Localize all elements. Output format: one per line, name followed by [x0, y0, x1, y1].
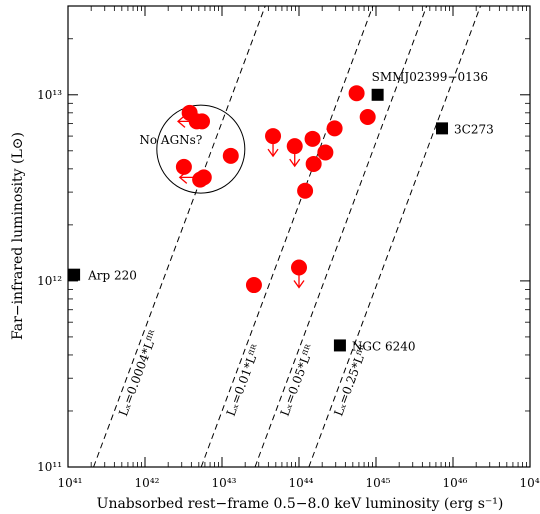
x-tick-label: 10⁴⁶	[443, 476, 468, 490]
y-tick-label: 10¹¹	[37, 460, 62, 474]
data-point	[245, 277, 262, 294]
text-labels: Lₓ=0.0004*Lᶠᴵᴿ Lₓ=0.01*Lᶠᴵᴿ Lₓ=0.05*Lᶠᴵᴿ Lₓ…	[87, 70, 494, 418]
source-label: Arp 220	[87, 269, 137, 283]
data-point	[304, 130, 321, 147]
source-label: NGC 6240	[352, 339, 416, 353]
reference-line	[308, 6, 481, 467]
data-point	[195, 169, 212, 186]
reference-line	[93, 6, 266, 467]
data-point	[348, 85, 365, 102]
data-point	[305, 155, 322, 172]
data-point	[286, 138, 303, 155]
y-axis-title: Far−infrared luminosity (L⊙)	[10, 132, 26, 340]
x-tick-label: 10⁴¹	[58, 476, 83, 490]
reference-line	[200, 6, 374, 467]
upper-limit-arrowhead	[177, 114, 186, 128]
x-tick-label: 10⁴⁵	[366, 476, 391, 490]
reference-line	[254, 6, 428, 467]
data-point	[326, 120, 343, 137]
reference-source-square	[436, 122, 449, 135]
axis-ticks: 10⁴¹ 10⁴² 10⁴³ 10⁴⁴ 10⁴⁵ 10⁴⁶ 10⁴⁷ 10¹¹ 10¹² 10¹³	[37, 5, 540, 490]
x-tick-label: 10⁴²	[135, 476, 160, 490]
y-tick-label: 10¹²	[37, 274, 62, 288]
data-point	[222, 147, 239, 164]
data-point	[317, 144, 334, 161]
data-point	[297, 182, 314, 199]
x-tick-label: 10⁴³	[212, 476, 237, 490]
upper-limit-arrowhead	[267, 148, 279, 158]
no-agn-circle	[156, 104, 246, 194]
data-point	[265, 128, 282, 145]
reference-lines	[93, 6, 481, 467]
x-tick-label: 10⁴⁷	[520, 476, 540, 490]
annotations: No AGNs?	[139, 104, 246, 194]
no-agn-label: No AGNs?	[139, 133, 202, 147]
reference-source-square	[333, 339, 346, 352]
reference-source-square	[371, 88, 384, 101]
source-label: SMMJ02399−0136	[372, 70, 488, 84]
reference-source-square	[68, 268, 81, 281]
x-axis-title: Unabsorbed rest−frame 0.5−8.0 keV lumino…	[97, 496, 504, 512]
reference-line-label: Lₓ=0.0004*Lᶠᴵᴿ	[116, 328, 161, 418]
x-tick-label: 10⁴⁴	[289, 476, 314, 490]
data-points	[68, 85, 449, 352]
source-label: 3C273	[454, 122, 494, 136]
y-tick-label: 10¹³	[37, 88, 62, 102]
upper-limit-arrowhead	[293, 280, 305, 289]
data-point	[194, 113, 211, 130]
upper-limit-arrowhead	[289, 158, 301, 168]
data-point	[291, 259, 307, 276]
data-point	[359, 108, 376, 125]
data-point	[175, 158, 192, 175]
upper-limit-arrowhead	[178, 170, 188, 184]
